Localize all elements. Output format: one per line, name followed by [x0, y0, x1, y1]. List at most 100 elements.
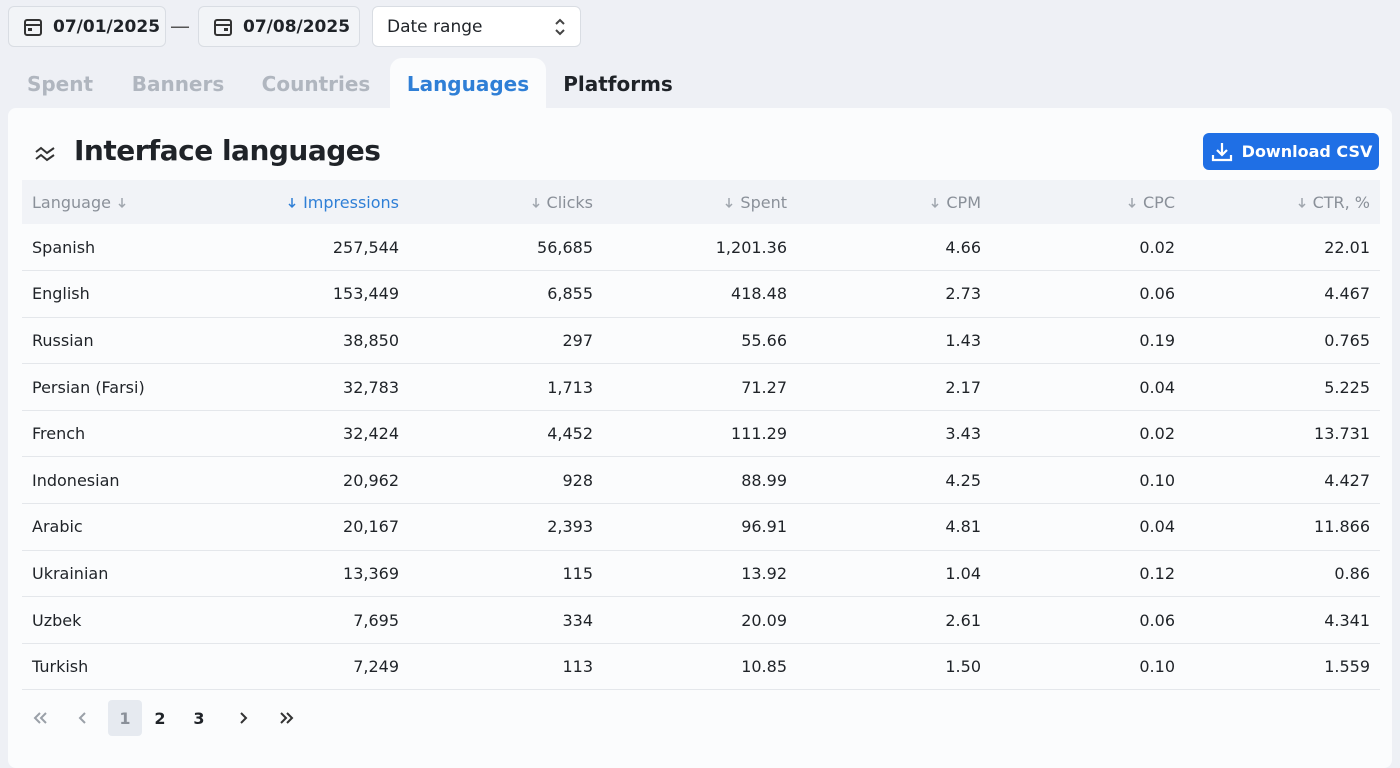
- cell: Turkish: [22, 643, 215, 691]
- cell: 13.92: [603, 550, 797, 598]
- cell: 4.81: [797, 503, 991, 551]
- cell: 1.43: [797, 317, 991, 365]
- table-body: Spanish 257,544 56,685 1,201.36 4.66 0.02 22.0…: [22, 224, 1380, 691]
- cell: 0.86: [1185, 550, 1380, 598]
- cell: 0.06: [991, 270, 1185, 318]
- table-row: Indonesian 20,962 928 88.99 4.25 0.10 4.427: [22, 456, 1380, 505]
- tab[interactable]: Countries: [261, 72, 371, 96]
- range-select[interactable]: Date range: [372, 6, 581, 47]
- cell: 1,201.36: [603, 224, 797, 272]
- cell: 7,695: [215, 596, 409, 644]
- table-row: Russian 38,850 297 55.66 1.43 0.19 0.765: [22, 317, 1380, 365]
- cell: 1.559: [1185, 643, 1380, 691]
- cell: 2.17: [797, 363, 991, 411]
- arrow: [931, 197, 939, 208]
- arrow: [1298, 197, 1306, 208]
- arrow: [725, 197, 733, 208]
- header-text: Language: [32, 192, 111, 212]
- cell: French: [22, 410, 215, 458]
- sort-icon: [118, 197, 126, 208]
- prev-page[interactable]: [66, 700, 100, 736]
- separator: —: [170, 14, 190, 38]
- column-header[interactable]: Spent: [603, 180, 797, 224]
- cell: 257,544: [215, 224, 409, 272]
- date-text: 07/01/2025: [53, 16, 161, 37]
- cell: 1.50: [797, 643, 991, 691]
- column-header[interactable]: Clicks: [409, 180, 603, 224]
- card: Interface languages Download CSV Languag…: [8, 108, 1392, 768]
- header-text: CPC: [1143, 192, 1175, 212]
- page-current[interactable]: 1: [108, 700, 142, 736]
- cell: Uzbek: [22, 596, 215, 644]
- sort-icon: [1128, 197, 1136, 208]
- cell: 20,167: [215, 503, 409, 551]
- column-header[interactable]: Impressions: [215, 180, 409, 224]
- cell: 38,850: [215, 317, 409, 365]
- card-title: Interface languages: [74, 134, 381, 167]
- cell: 20.09: [603, 596, 797, 644]
- cell: Persian (Farsi): [22, 363, 215, 411]
- page[interactable]: 3: [193, 708, 205, 728]
- header-text: Spent: [740, 192, 787, 212]
- last-page[interactable]: [270, 700, 304, 736]
- cell: 334: [409, 596, 603, 644]
- download-button[interactable]: Download CSV: [1203, 133, 1379, 170]
- tab[interactable]: Platforms: [563, 72, 673, 96]
- cell: 20,962: [215, 456, 409, 505]
- cell: 0.19: [991, 317, 1185, 365]
- cell: 13,369: [215, 550, 409, 598]
- cell: Spanish: [22, 224, 215, 272]
- tab[interactable]: Banners: [131, 72, 225, 96]
- cell: 928: [409, 456, 603, 505]
- date-from[interactable]: 07/01/2025: [8, 6, 166, 47]
- cell: 88.99: [603, 456, 797, 505]
- cell: 22.01: [1185, 224, 1380, 272]
- cell: Russian: [22, 317, 215, 365]
- cell: 32,424: [215, 410, 409, 458]
- arrow: [532, 197, 540, 208]
- page[interactable]: 2: [154, 708, 166, 728]
- column-header[interactable]: CPM: [797, 180, 991, 224]
- cell: 5.225: [1185, 363, 1380, 411]
- calendar-icon: [24, 18, 42, 36]
- cell: 4.66: [797, 224, 991, 272]
- cell: 4,452: [409, 410, 603, 458]
- header-row: Language Impressions Clicks Spent CPM CPC CTR,…: [22, 180, 1380, 224]
- chevron-icon: [555, 18, 565, 35]
- cell: 418.48: [603, 270, 797, 318]
- next-page[interactable]: [226, 700, 260, 736]
- tab-active[interactable]: Languages: [390, 58, 546, 110]
- first-page[interactable]: [23, 700, 57, 736]
- cell: 2.73: [797, 270, 991, 318]
- table-row: Turkish 7,249 113 10.85 1.50 0.10 1.559: [22, 643, 1380, 691]
- cell: Indonesian: [22, 456, 215, 505]
- select-text: Date range: [387, 16, 483, 37]
- column-header[interactable]: Language: [22, 180, 215, 224]
- cell: 4.25: [797, 456, 991, 505]
- cell: 115: [409, 550, 603, 598]
- cell: 0.12: [991, 550, 1185, 598]
- cell: 0.02: [991, 224, 1185, 272]
- tab[interactable]: Spent: [26, 72, 94, 96]
- table-row: Spanish 257,544 56,685 1,201.36 4.66 0.02 22.0…: [22, 224, 1380, 272]
- icon: [280, 712, 294, 724]
- arrow: [118, 197, 126, 208]
- cell: 111.29: [603, 410, 797, 458]
- table-row: Arabic 20,167 2,393 96.91 4.81 0.04 11.866: [22, 503, 1380, 551]
- cell: 6,855: [409, 270, 603, 318]
- table-row: Persian (Farsi) 32,783 1,713 71.27 2.17 0.04 5…: [22, 363, 1380, 411]
- cell: 2,393: [409, 503, 603, 551]
- icon: [33, 712, 47, 724]
- cell: 0.765: [1185, 317, 1380, 365]
- trend-icon: [35, 146, 55, 162]
- cell: 13.731: [1185, 410, 1380, 458]
- header-text: CPM: [946, 192, 981, 212]
- sort-icon: [288, 197, 296, 208]
- cell: 7,249: [215, 643, 409, 691]
- date-text: 07/08/2025: [243, 16, 351, 37]
- date-to[interactable]: 07/08/2025: [198, 6, 360, 47]
- column-header[interactable]: CTR, %: [1185, 180, 1380, 224]
- cell: 0.06: [991, 596, 1185, 644]
- cell: 56,685: [409, 224, 603, 272]
- column-header[interactable]: CPC: [991, 180, 1185, 224]
